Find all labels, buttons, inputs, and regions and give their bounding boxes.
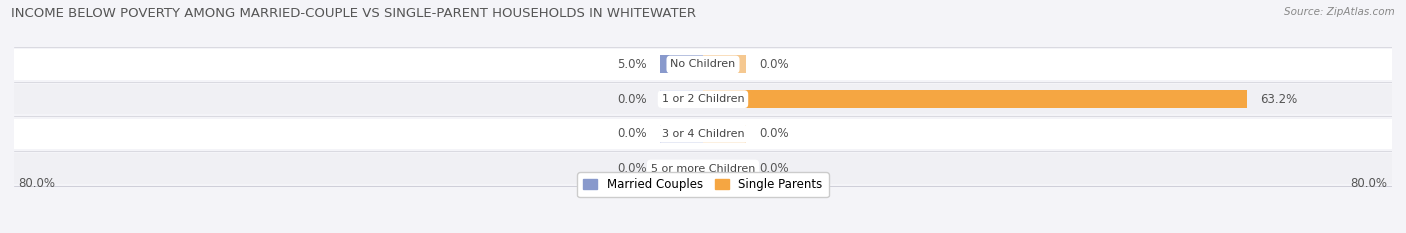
Bar (659, 55, 703, 73)
FancyBboxPatch shape (14, 119, 1392, 149)
Text: 80.0%: 80.0% (1351, 177, 1388, 190)
Text: 0.0%: 0.0% (617, 127, 647, 140)
Text: 1 or 2 Children: 1 or 2 Children (662, 94, 744, 104)
Text: 80.0%: 80.0% (18, 177, 55, 190)
Text: INCOME BELOW POVERTY AMONG MARRIED-COUPLE VS SINGLE-PARENT HOUSEHOLDS IN WHITEWA: INCOME BELOW POVERTY AMONG MARRIED-COUPL… (11, 7, 696, 20)
Text: 0.0%: 0.0% (759, 162, 789, 175)
Legend: Married Couples, Single Parents: Married Couples, Single Parents (578, 172, 828, 197)
Bar (703, 55, 747, 73)
Text: 63.2%: 63.2% (1260, 93, 1298, 106)
FancyBboxPatch shape (14, 153, 1392, 184)
Bar (703, 160, 747, 178)
Text: No Children: No Children (671, 59, 735, 69)
Bar (703, 125, 747, 143)
Text: 3 or 4 Children: 3 or 4 Children (662, 129, 744, 139)
Text: 0.0%: 0.0% (617, 162, 647, 175)
FancyBboxPatch shape (14, 49, 1392, 80)
Bar (659, 160, 703, 178)
Text: 5.0%: 5.0% (617, 58, 647, 71)
Bar (703, 90, 1247, 108)
FancyBboxPatch shape (14, 84, 1392, 114)
Text: 0.0%: 0.0% (759, 58, 789, 71)
Text: 0.0%: 0.0% (759, 127, 789, 140)
Text: 5 or more Children: 5 or more Children (651, 164, 755, 174)
Text: 0.0%: 0.0% (617, 93, 647, 106)
Text: Source: ZipAtlas.com: Source: ZipAtlas.com (1284, 7, 1395, 17)
Bar (659, 90, 703, 108)
Bar (659, 125, 703, 143)
